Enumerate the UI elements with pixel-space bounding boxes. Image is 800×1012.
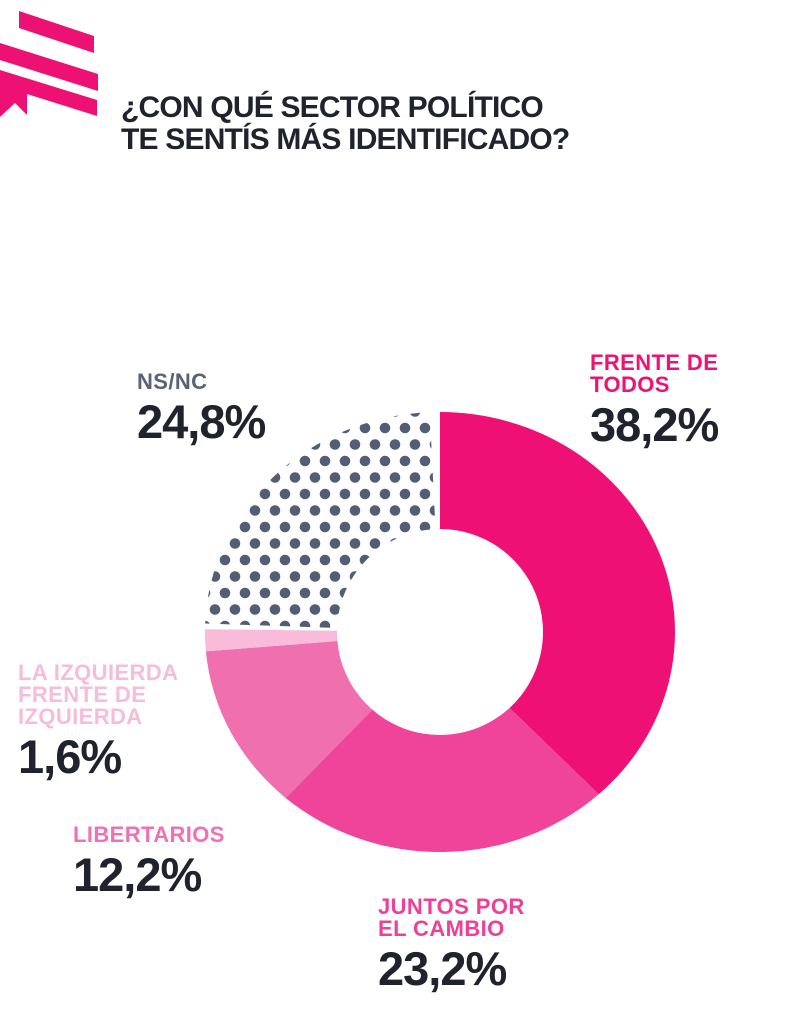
- donut-segment-juntos-por-el-cambio: [285, 707, 599, 853]
- segment-label-frente-de-todos: FRENTE DE TODOS: [590, 352, 718, 396]
- logo-stripe-middle: [0, 43, 98, 91]
- donut-segment-libertarios: [205, 641, 373, 798]
- segment-label-nsnc: NS/NC: [137, 369, 208, 394]
- page-title: ¿CON QUÉ SECTOR POLÍTICO TE SENTÍS MÁS I…: [121, 91, 570, 156]
- label-block-frente-de-todos: FRENTE DE TODOS 38,2%: [590, 352, 719, 451]
- segment-label-line: TODOS: [590, 372, 670, 397]
- donut-chart: [205, 412, 675, 853]
- segment-label-la-izquierda: LA IZQUIERDA FRENTE DE IZQUIERDA: [18, 662, 178, 728]
- logo-stripe-bottom-flag: [0, 70, 97, 117]
- segment-label-line: FRENTE DE: [18, 682, 147, 707]
- title-line-1: ¿CON QUÉ SECTOR POLÍTICO: [121, 91, 544, 124]
- segment-label-juntos-por-el-cambio: JUNTOS POR EL CAMBIO: [378, 896, 525, 940]
- donut-segment-la-izquierda-frente-de-izquierda: [205, 629, 338, 652]
- donut-segment-frente-de-todos: [440, 412, 675, 795]
- segment-label-line: JUNTOS POR: [378, 894, 525, 919]
- label-block-la-izquierda: LA IZQUIERDA FRENTE DE IZQUIERDA 1,6%: [18, 662, 178, 781]
- logo-stripes: [0, 11, 98, 117]
- segment-value-juntos-por-el-cambio: 23,2%: [378, 942, 507, 995]
- segment-value-nsnc: 24,8%: [137, 395, 266, 448]
- label-block-nsnc: NS/NC 24,8%: [137, 369, 266, 448]
- segment-label-libertarios: LIBERTARIOS: [73, 822, 225, 847]
- segment-value-la-izquierda: 1,6%: [18, 730, 122, 783]
- title-line-2: TE SENTÍS MÁS IDENTIFICADO?: [121, 123, 570, 156]
- segment-label-line: IZQUIERDA: [18, 704, 143, 729]
- logo-stripe-top: [19, 11, 94, 53]
- donut-segment-ns-nc: [205, 412, 436, 629]
- segment-label-line: EL CAMBIO: [378, 916, 505, 941]
- label-block-juntos-por-el-cambio: JUNTOS POR EL CAMBIO 23,2%: [378, 896, 525, 993]
- segment-label-line: FRENTE DE: [590, 350, 719, 375]
- segment-value-frente-de-todos: 38,2%: [590, 398, 719, 451]
- filo-flag-logo: [0, 11, 98, 117]
- label-block-libertarios: LIBERTARIOS 12,2%: [73, 824, 225, 899]
- segment-value-libertarios: 12,2%: [73, 848, 202, 901]
- segment-label-line: LA IZQUIERDA: [18, 660, 179, 685]
